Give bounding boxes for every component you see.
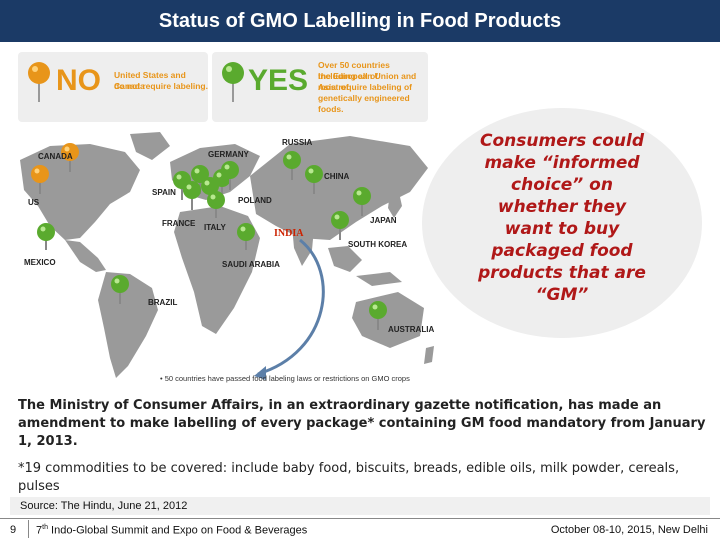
footer-date-place: October 08-10, 2015, New Delhi	[550, 524, 708, 536]
map-label-russia: RUSSIA	[282, 138, 313, 147]
map-label-saudi-arabia: SAUDI ARABIA	[222, 260, 280, 269]
slide-title: Status of GMO Labelling in Food Products	[0, 0, 720, 42]
map-label-us: US	[28, 198, 40, 207]
footer-divider	[0, 518, 720, 519]
green-pin-icon	[222, 62, 244, 102]
callout-text: Consumers could make “informed choice” o…	[456, 130, 668, 306]
map-label-germany: GERMANY	[208, 150, 249, 159]
map-label-canada: CANADA	[38, 152, 73, 161]
callout-line-6: packaged food	[491, 241, 633, 261]
callout-line-7: products that are	[478, 263, 646, 283]
callout-oval	[422, 108, 702, 338]
map-label-poland: POLAND	[238, 196, 272, 205]
footer-event-num: 7	[36, 524, 43, 537]
callout-line-5: want to buy	[504, 219, 620, 239]
callout-line-2: make “informed	[484, 153, 640, 173]
map-label-japan: JAPAN	[370, 216, 397, 225]
legend-no-box: NO United States and Canada do not requi…	[18, 52, 208, 122]
world-map-graphic	[20, 132, 434, 380]
ministry-notification-text: The Ministry of Consumer Affairs, in an …	[18, 398, 706, 449]
legend-no-text-1: United States and Canada	[114, 70, 186, 91]
callout-line-3: choice” on	[511, 175, 613, 195]
map-footnote: • 50 countries have passed food labeling…	[160, 374, 410, 383]
callout-line-4: whether they	[497, 197, 627, 217]
map-label-france: FRANCE	[162, 219, 196, 228]
india-arrow	[254, 238, 325, 380]
source-bar	[10, 497, 710, 515]
legend-yes-text-2: the European Union and most of	[318, 71, 417, 92]
legend-yes-text-3: Asia require labeling of	[318, 82, 412, 92]
callout-line-8: “GM”	[535, 285, 589, 305]
footer-separator	[28, 520, 29, 538]
orange-pin-icon	[28, 62, 50, 102]
footer-event-title: 7th Indo-Global Summit and Expo on Food …	[36, 524, 307, 537]
map-label-brazil: BRAZIL	[148, 298, 178, 307]
map-label-mexico: MEXICO	[24, 258, 56, 267]
legend-yes-text-1: Over 50 countries including all of	[318, 60, 390, 81]
callout-line-1: Consumers could	[480, 131, 644, 151]
map-label-spain: SPAIN	[152, 188, 176, 197]
green-pins	[37, 151, 387, 330]
footer-event-sup: th	[42, 524, 48, 531]
legend-yes-word: YES	[248, 64, 309, 97]
commodities-note: *19 commodities to be covered: include b…	[18, 461, 680, 494]
map-label-china: CHINA	[324, 172, 350, 181]
map-label-india: INDIA	[274, 228, 304, 239]
map-label-australia: AUSTRALIA	[388, 325, 435, 334]
legend-no-text-2: do not require labeling.	[114, 81, 208, 91]
page-number: 9	[10, 524, 17, 536]
legend-yes-text-4: genetically engineered foods.	[318, 93, 410, 114]
map-label-south-korea: SOUTH KOREA	[348, 240, 408, 249]
legend-yes-box: YES Over 50 countries including all of t…	[212, 52, 428, 122]
world-map: RUSSIA CANADA GERMANY CHINA SPAIN US POL…	[10, 122, 440, 388]
footer-event-rest: Indo-Global Summit and Expo on Food & Be…	[47, 524, 308, 537]
map-label-italy: ITALY	[204, 223, 226, 232]
legend-no-word: NO	[56, 64, 101, 97]
orange-pins	[31, 143, 79, 194]
source-citation: Source: The Hindu, June 21, 2012	[20, 500, 188, 512]
